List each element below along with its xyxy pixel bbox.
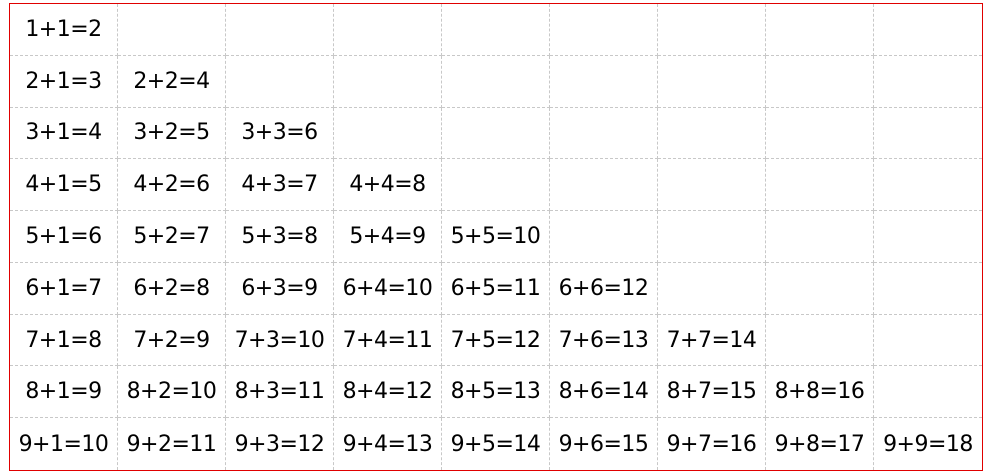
empty-cell [874, 159, 982, 212]
empty-cell [550, 107, 658, 160]
empty-cell [766, 262, 874, 315]
equation-cell: 8+3=11 [226, 366, 334, 419]
equation-cell: 7+2=9 [118, 314, 226, 367]
empty-cell [658, 211, 766, 263]
equation-cell: 9+4=13 [334, 418, 442, 470]
empty-cell [766, 4, 874, 56]
equation-cell: 6+4=10 [334, 262, 442, 315]
equation-cell: 5+3=8 [226, 211, 334, 263]
equation-cell: 9+9=18 [883, 431, 973, 457]
empty-cell [766, 211, 874, 263]
empty-cell [658, 159, 766, 212]
empty-cell [442, 159, 550, 212]
equation-cell: 4+4=8 [334, 159, 442, 212]
empty-cell [442, 55, 550, 108]
empty-cell [226, 4, 334, 56]
equation-cell: 1+1=2 [10, 4, 118, 56]
empty-cell [550, 211, 658, 263]
equation-cell: 9+1=10 [10, 418, 118, 470]
equation-cell: 7+1=8 [10, 314, 118, 367]
equation-cell: 6+3=9 [226, 262, 334, 315]
empty-cell [658, 262, 766, 315]
equation-cell: 6+1=7 [10, 262, 118, 315]
empty-cell [874, 56, 982, 108]
empty-cell [874, 4, 982, 56]
equation-cell: 9+2=11 [118, 418, 226, 470]
empty-cell [874, 108, 982, 160]
equation-cell: 5+5=10 [442, 211, 550, 263]
equation-cell: 9+5=14 [442, 418, 550, 470]
equation-cell: 9+7=16 [658, 418, 766, 470]
equation-cell: 6+2=8 [118, 262, 226, 315]
equation-cell: 8+1=9 [10, 366, 118, 419]
equation-cell: 8+8=16 [766, 366, 874, 419]
equation-cell: 4+1=5 [10, 159, 118, 212]
equation-cell: 7+3=10 [226, 314, 334, 367]
empty-cell [766, 314, 874, 367]
empty-cell [658, 4, 766, 56]
equation-cell: 9+6=15 [550, 418, 658, 470]
equation-cell: 5+2=7 [118, 211, 226, 263]
equation-cell: 7+6=13 [550, 314, 658, 367]
equation-cell: 6+5=11 [442, 262, 550, 315]
empty-cell [658, 55, 766, 108]
equation-cell: 2+2=4 [118, 55, 226, 108]
empty-cell [334, 4, 442, 56]
equation-cell: 3+1=4 [10, 107, 118, 160]
empty-cell [874, 263, 982, 315]
equation-cell: 9+3=12 [226, 418, 334, 470]
equation-cell: 6+6=12 [550, 262, 658, 315]
equation-cell: 8+6=14 [550, 366, 658, 419]
empty-cell [874, 366, 982, 419]
equation-cell: 7+4=11 [334, 314, 442, 367]
empty-cell [442, 107, 550, 160]
empty-cell [874, 315, 982, 367]
equation-cell: 7+5=12 [442, 314, 550, 367]
equation-cell: 8+2=10 [118, 366, 226, 419]
equation-cell: 8+5=13 [442, 366, 550, 419]
addition-table: 1+1=2 2+1=3 2+2=4 3+1=4 3+2=5 3+3=6 4+1=5 4+2=6… [9, 3, 983, 471]
empty-cell [766, 159, 874, 212]
empty-cell [550, 55, 658, 108]
empty-cell [118, 4, 226, 56]
equation-cell: 5+1=6 [10, 211, 118, 263]
equation-cell: 8+7=15 [658, 366, 766, 419]
empty-cell [550, 4, 658, 56]
equation-cell: 3+3=6 [226, 107, 334, 160]
equation-cell: 7+7=14 [658, 314, 766, 367]
empty-cell [334, 55, 442, 108]
equation-cell: 8+4=12 [334, 366, 442, 419]
empty-cell [550, 159, 658, 212]
equation-cell: 2+1=3 [10, 55, 118, 108]
empty-cell [442, 4, 550, 56]
empty-cell [874, 211, 982, 263]
equation-cell: 3+2=5 [118, 107, 226, 160]
equation-cell: 5+4=9 [334, 211, 442, 263]
empty-cell [334, 107, 442, 160]
empty-cell [658, 107, 766, 160]
empty-cell [226, 55, 334, 108]
equation-cell: 9+8=17 [766, 418, 874, 470]
empty-cell [766, 55, 874, 108]
equation-cell: 4+3=7 [226, 159, 334, 212]
empty-cell [766, 107, 874, 160]
equation-cell: 4+2=6 [118, 159, 226, 212]
